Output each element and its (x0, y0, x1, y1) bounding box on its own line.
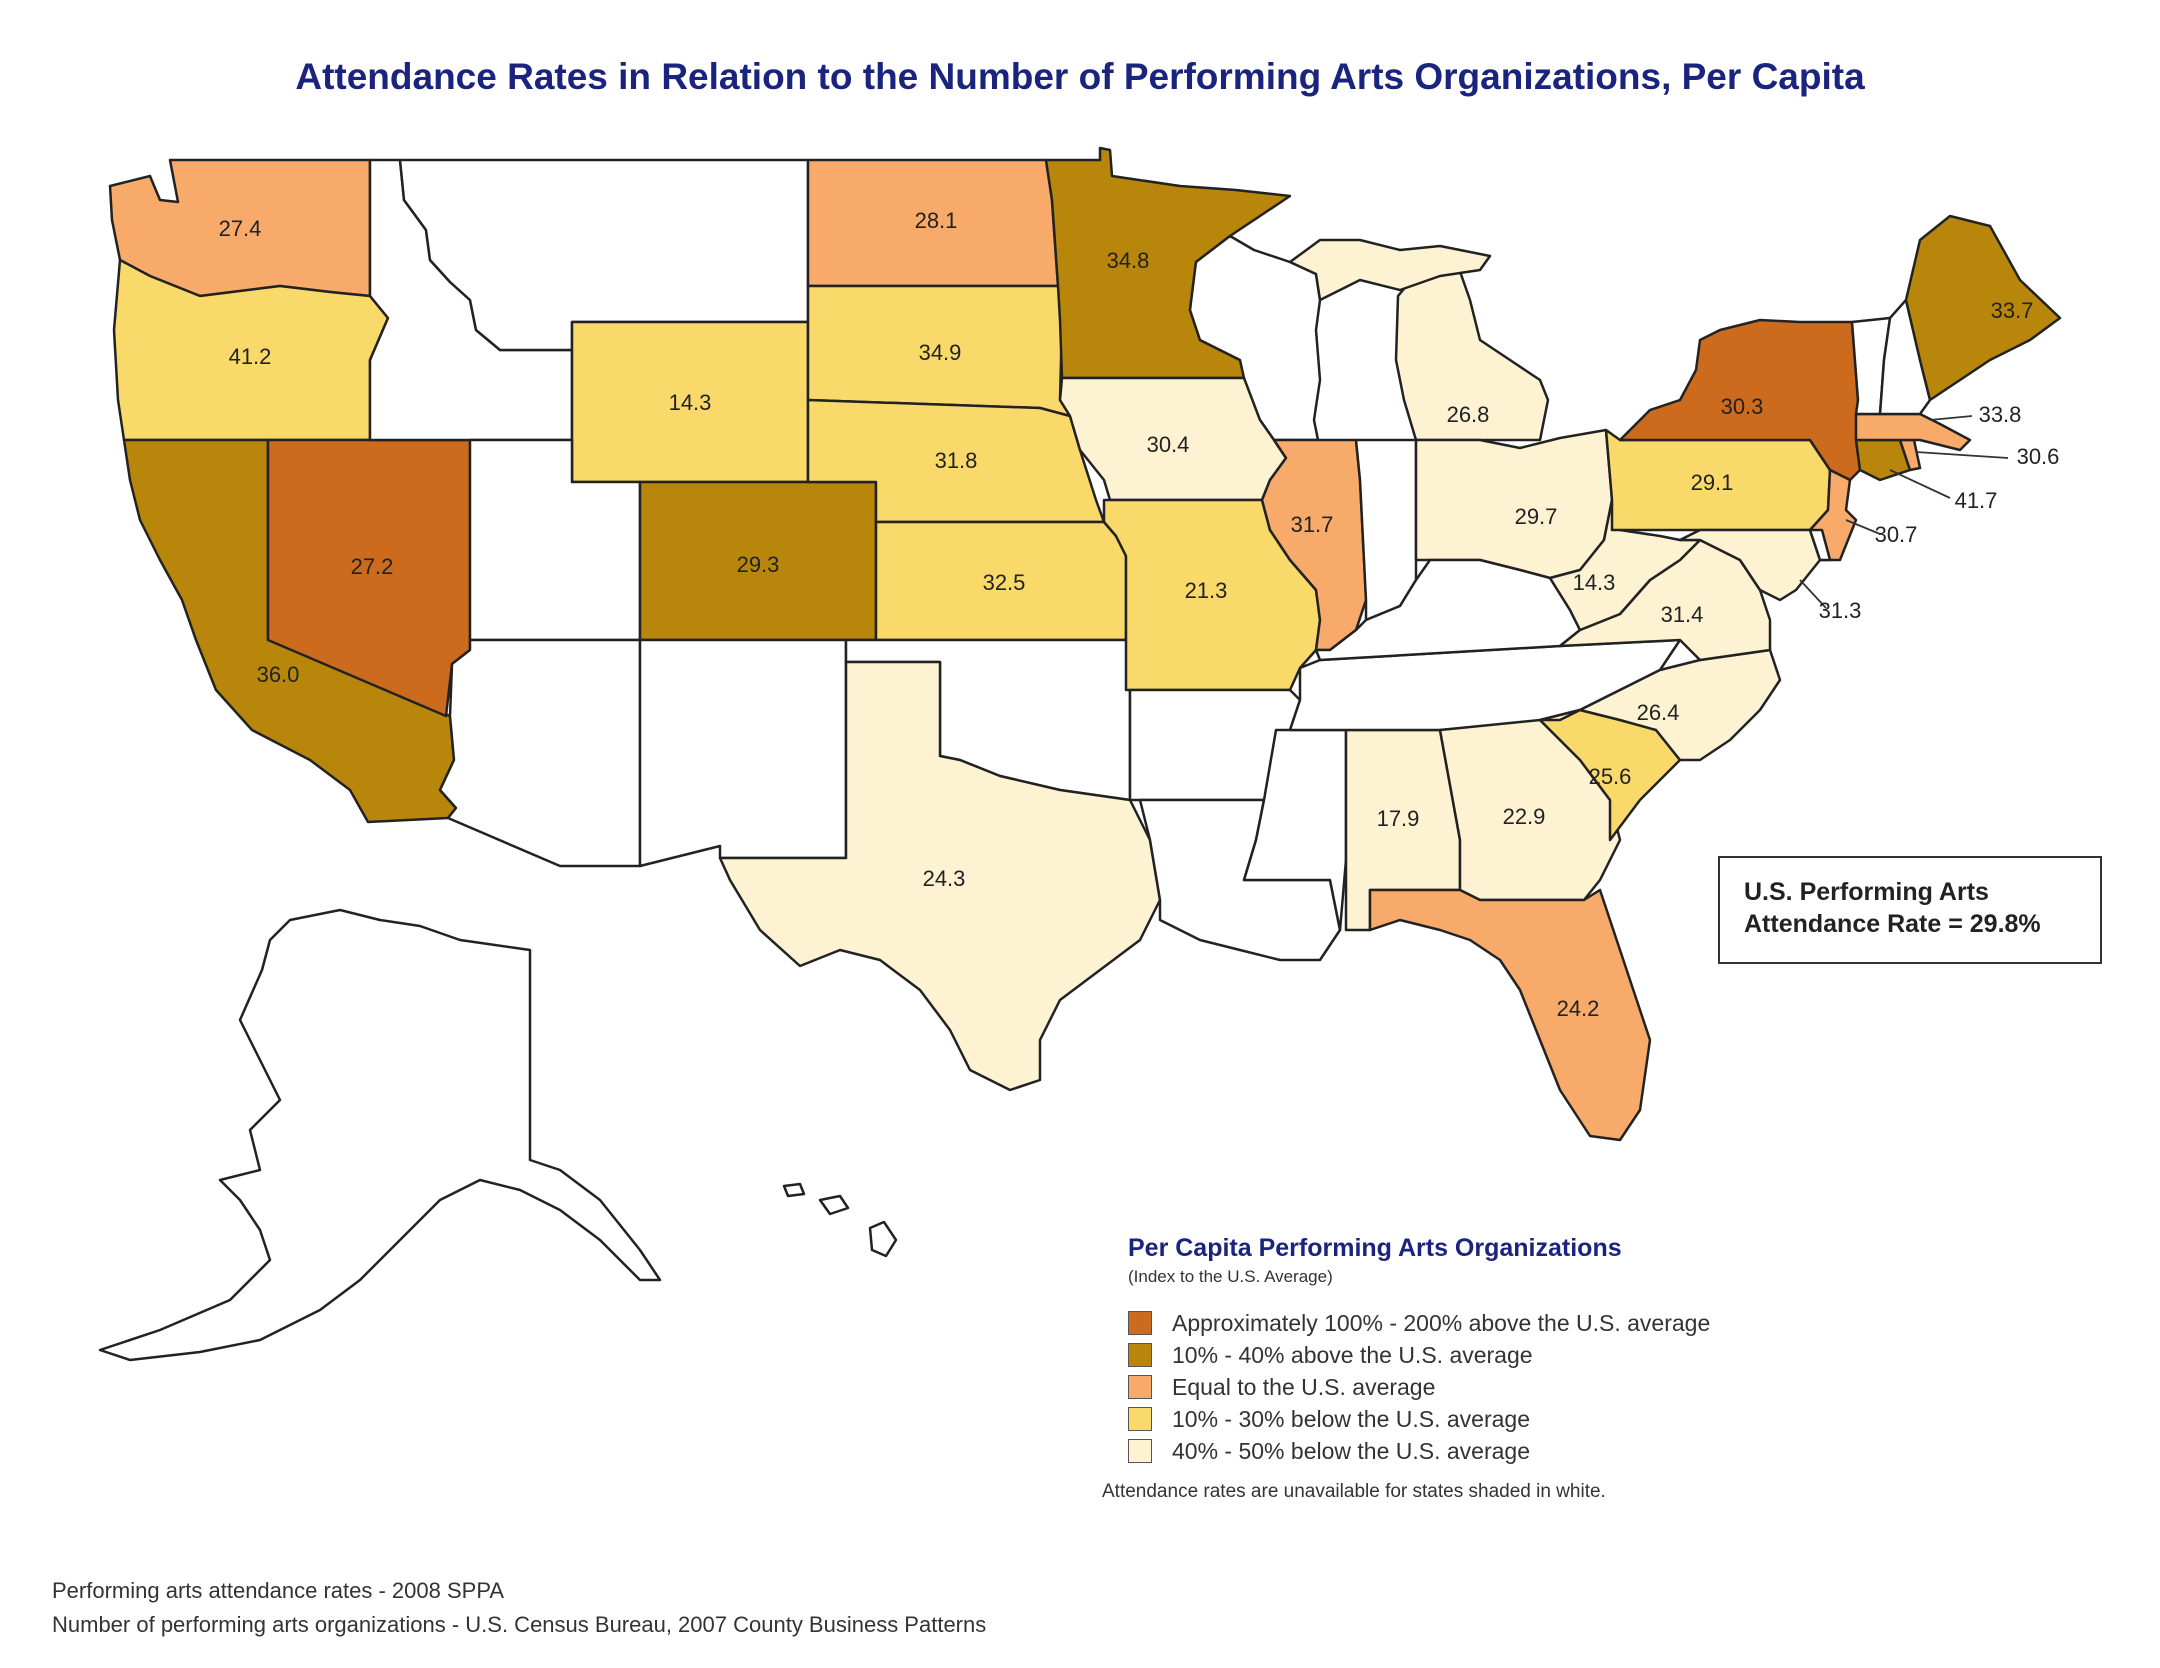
state-value-label-or: 41.2 (229, 344, 272, 369)
state-DE (1808, 528, 1832, 562)
legend-subtitle: (Index to the U.S. Average) (1128, 1267, 1333, 1286)
state-value-label-mn: 34.8 (1107, 248, 1150, 273)
legend-swatch (1128, 1439, 1152, 1463)
state-value-label-il: 31.7 (1291, 512, 1334, 537)
state-value-label-fl: 24.2 (1557, 996, 1600, 1021)
state-value-label-ga: 22.9 (1503, 804, 1546, 829)
state-value-label-ma: 33.8 (1979, 402, 2022, 427)
state-value-label-ia: 30.4 (1147, 432, 1190, 457)
footer-source-line-1: Performing arts attendance rates - 2008 … (52, 1578, 505, 1603)
state-NM (638, 638, 848, 868)
state-value-label-ct: 41.7 (1955, 488, 1998, 513)
callout-line-ri (1915, 451, 2009, 459)
legend-item: Approximately 100% - 200% above the U.S.… (1128, 1307, 2028, 1339)
state-value-label-ny: 30.3 (1721, 394, 1764, 419)
state-value-label-md: 31.3 (1819, 598, 1862, 623)
state-value-label-al: 17.9 (1377, 806, 1420, 831)
legend-item-label: Equal to the U.S. average (1172, 1373, 1436, 1400)
national-attendance-box: U.S. Performing Arts Attendance Rate = 2… (1718, 856, 2102, 964)
state-HI-2 (818, 1194, 850, 1216)
state-NC (1538, 648, 1782, 762)
callout-line-ct (1889, 469, 1951, 499)
legend-item: 10% - 40% above the U.S. average (1128, 1339, 2028, 1371)
state-HI (868, 1220, 898, 1258)
state-value-label-va: 31.4 (1661, 602, 1704, 627)
state-value-label-mo: 21.3 (1185, 578, 1228, 603)
state-AK (98, 908, 662, 1362)
legend-item-label: 40% - 50% below the U.S. average (1172, 1437, 1530, 1464)
state-HI-3 (782, 1182, 806, 1198)
legend-swatch (1128, 1407, 1152, 1431)
state-value-label-oh: 29.7 (1515, 504, 1558, 529)
legend-title: Per Capita Performing Arts Organizations (1128, 1234, 1622, 1262)
state-value-label-ne: 31.8 (935, 448, 978, 473)
state-FL (1368, 888, 1652, 1142)
legend-swatch (1128, 1343, 1152, 1367)
state-TX (718, 660, 1162, 1092)
state-value-label-nc: 26.4 (1637, 700, 1680, 725)
state-NE (806, 398, 1106, 524)
legend-swatch (1128, 1311, 1152, 1335)
callout-line-md (1799, 579, 1827, 609)
state-value-label-mi: 26.8 (1447, 402, 1490, 427)
state-value-label-co: 29.3 (737, 552, 780, 577)
state-value-label-ri: 30.6 (2017, 444, 2060, 469)
national-box-line2: Attendance Rate = 29.8% (1744, 910, 2041, 938)
legend-swatch (1128, 1375, 1152, 1399)
state-value-label-wy: 14.3 (669, 390, 712, 415)
state-value-label-nj: 30.7 (1875, 522, 1918, 547)
legend-item-label: 10% - 30% below the U.S. average (1172, 1405, 1530, 1432)
state-value-label-ks: 32.5 (983, 570, 1026, 595)
state-value-label-nd: 28.1 (915, 208, 958, 233)
source-footer: Performing arts attendance rates - 2008 … (52, 1574, 986, 1642)
state-MA (1854, 412, 1972, 452)
legend-note: Attendance rates are unavailable for sta… (1102, 1481, 1606, 1502)
state-value-label-wa: 27.4 (219, 216, 262, 241)
legend-item-label: 10% - 40% above the U.S. average (1172, 1341, 1533, 1368)
callout-line-nj (1845, 519, 1881, 535)
state-value-label-ca: 36.0 (257, 662, 300, 687)
state-value-label-nv: 27.2 (351, 554, 394, 579)
legend-item-label: Approximately 100% - 200% above the U.S.… (1172, 1309, 1711, 1336)
state-value-label-sd: 34.9 (919, 340, 962, 365)
map-title: Attendance Rates in Relation to the Numb… (295, 56, 1865, 97)
state-value-label-wv: 14.3 (1573, 570, 1616, 595)
callout-line-ma (1929, 415, 1973, 421)
state-MI-UP (1288, 238, 1492, 302)
state-AZ (438, 638, 642, 868)
state-value-label-me: 33.7 (1991, 298, 2034, 323)
footer-source-line-2: Number of performing arts organizations … (52, 1612, 987, 1637)
legend-item: Equal to the U.S. average (1128, 1371, 2028, 1403)
state-value-label-pa: 29.1 (1691, 470, 1734, 495)
legend-item: 40% - 50% below the U.S. average (1128, 1435, 2028, 1467)
state-value-label-sc: 25.6 (1589, 764, 1632, 789)
state-ME (1904, 214, 2062, 402)
legend-item: 10% - 30% below the U.S. average (1128, 1403, 2028, 1435)
legend-items: Approximately 100% - 200% above the U.S.… (1128, 1307, 2028, 1467)
legend: Per Capita Performing Arts Organizations… (1102, 1234, 2028, 1503)
state-value-label-tx: 24.3 (923, 866, 966, 891)
national-box-line1: U.S. Performing Arts (1744, 878, 1989, 906)
state-WI (1188, 234, 1322, 442)
